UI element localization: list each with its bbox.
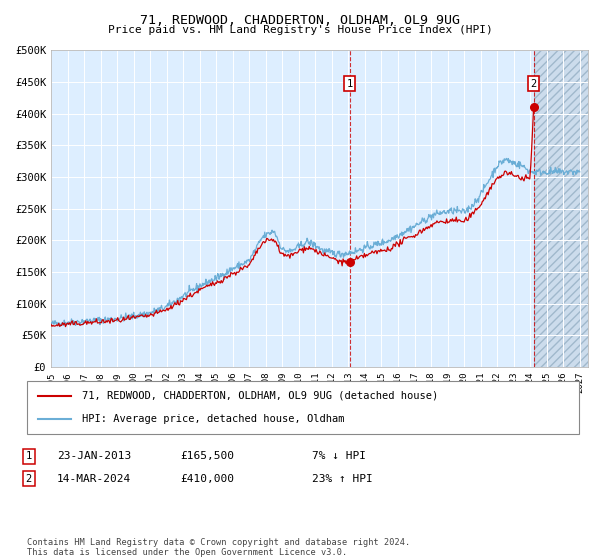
FancyBboxPatch shape [27, 381, 579, 434]
Text: 71, REDWOOD, CHADDERTON, OLDHAM, OL9 9UG (detached house): 71, REDWOOD, CHADDERTON, OLDHAM, OL9 9UG… [82, 391, 439, 401]
Bar [533, 50, 588, 367]
Text: 2: 2 [530, 78, 537, 88]
Text: 2: 2 [26, 474, 32, 484]
Text: 14-MAR-2024: 14-MAR-2024 [57, 474, 131, 484]
Text: 23% ↑ HPI: 23% ↑ HPI [312, 474, 373, 484]
Text: 23-JAN-2013: 23-JAN-2013 [57, 451, 131, 461]
Text: £410,000: £410,000 [180, 474, 234, 484]
Text: 7% ↓ HPI: 7% ↓ HPI [312, 451, 366, 461]
Text: Price paid vs. HM Land Registry's House Price Index (HPI): Price paid vs. HM Land Registry's House … [107, 25, 493, 35]
Text: Contains HM Land Registry data © Crown copyright and database right 2024.
This d: Contains HM Land Registry data © Crown c… [27, 538, 410, 557]
Text: £165,500: £165,500 [180, 451, 234, 461]
Text: 71, REDWOOD, CHADDERTON, OLDHAM, OL9 9UG: 71, REDWOOD, CHADDERTON, OLDHAM, OL9 9UG [140, 14, 460, 27]
Bar [533, 50, 588, 367]
Text: 1: 1 [26, 451, 32, 461]
Text: 1: 1 [346, 78, 353, 88]
Text: HPI: Average price, detached house, Oldham: HPI: Average price, detached house, Oldh… [82, 414, 344, 424]
